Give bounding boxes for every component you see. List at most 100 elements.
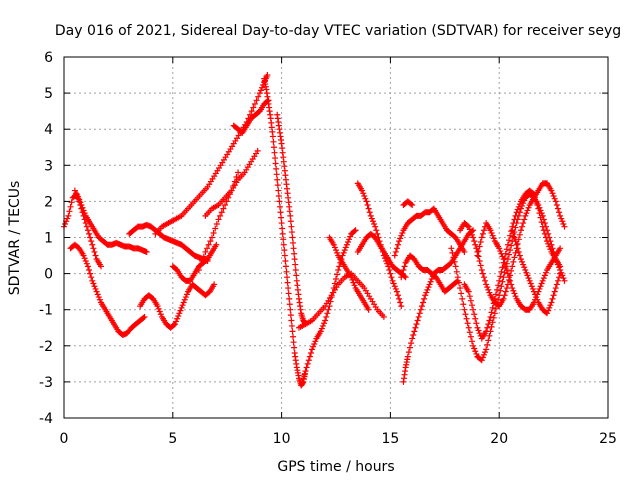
- x-tick-label: 10: [273, 431, 291, 447]
- data-point: [281, 252, 288, 259]
- data-point: [380, 252, 387, 259]
- y-tick-label: 1: [44, 231, 53, 247]
- x-tick-label: 20: [490, 431, 508, 447]
- data-point: [367, 212, 374, 219]
- data-point: [279, 225, 286, 232]
- data-point: [390, 280, 397, 287]
- data-point: [544, 238, 551, 245]
- data-point: [291, 344, 298, 351]
- data-point: [500, 256, 507, 263]
- data-point: [510, 220, 517, 227]
- data-point: [476, 330, 483, 337]
- data-point: [183, 291, 190, 298]
- data-point: [490, 314, 497, 321]
- data-point: [557, 212, 564, 219]
- data-point: [492, 305, 499, 312]
- data-point: [561, 277, 568, 284]
- data-point: [512, 212, 519, 219]
- data-point: [484, 324, 491, 331]
- data-point: [284, 279, 291, 286]
- data-point: [549, 295, 556, 302]
- data-point: [154, 303, 161, 310]
- data-point: [513, 241, 520, 248]
- data-point: [548, 187, 555, 194]
- data-point: [396, 238, 403, 245]
- data-point: [396, 295, 403, 302]
- data-point: [453, 268, 460, 275]
- data-point: [91, 283, 98, 290]
- data-point: [553, 202, 560, 209]
- data-point: [286, 295, 293, 302]
- data-point: [352, 227, 359, 234]
- data-point: [504, 270, 511, 277]
- data-point: [286, 301, 293, 308]
- data-point: [340, 249, 347, 256]
- data-point: [334, 249, 341, 256]
- data-point: [215, 216, 222, 223]
- data-point: [346, 236, 353, 243]
- data-point: [474, 324, 481, 331]
- data-point: [74, 192, 81, 199]
- data-point: [325, 306, 332, 313]
- data-point: [547, 302, 554, 309]
- data-point: [254, 147, 261, 154]
- data-point: [342, 244, 349, 251]
- data-point: [520, 261, 527, 268]
- data-point: [466, 293, 473, 300]
- data-point: [479, 230, 486, 237]
- data-point: [499, 253, 506, 260]
- data-point: [511, 216, 518, 223]
- data-point: [488, 229, 495, 236]
- data-point: [362, 195, 369, 202]
- data-point: [305, 357, 312, 364]
- data-point: [281, 247, 288, 254]
- data-point: [484, 284, 491, 291]
- data-point: [454, 274, 461, 281]
- data-point: [542, 234, 549, 241]
- data-point: [359, 187, 366, 194]
- data-point: [532, 291, 539, 298]
- data-point: [310, 343, 317, 350]
- data-point: [498, 283, 505, 290]
- data-point: [470, 234, 477, 241]
- data-point: [478, 266, 485, 273]
- data-point: [489, 304, 496, 311]
- data-point: [226, 191, 233, 198]
- data-point: [470, 306, 477, 313]
- data-point: [280, 236, 287, 243]
- data-point: [483, 328, 490, 335]
- data-point: [287, 218, 294, 225]
- data-point: [525, 204, 532, 211]
- data-point: [464, 222, 471, 229]
- data-point: [524, 207, 531, 214]
- data-point: [205, 241, 212, 248]
- data-point: [539, 277, 546, 284]
- data-point: [511, 234, 518, 241]
- data-point: [479, 354, 486, 361]
- data-point: [497, 287, 504, 294]
- data-point: [141, 313, 148, 320]
- data-point: [425, 284, 432, 291]
- data-point: [393, 288, 400, 295]
- data-point: [213, 220, 220, 227]
- data-point: [508, 242, 515, 249]
- data-point: [366, 209, 373, 216]
- data-point: [399, 229, 406, 236]
- data-point: [289, 328, 296, 335]
- data-point: [272, 160, 279, 167]
- data-point: [460, 301, 467, 308]
- data-point: [556, 209, 563, 216]
- data-point: [257, 87, 264, 94]
- data-point: [523, 269, 530, 276]
- data-point: [255, 93, 262, 100]
- data-point: [519, 223, 526, 230]
- data-point: [275, 192, 282, 199]
- data-point: [222, 202, 229, 209]
- data-point: [478, 234, 485, 241]
- data-point: [376, 238, 383, 245]
- data-point: [285, 285, 292, 292]
- data-point: [475, 327, 482, 334]
- data-point: [528, 283, 535, 290]
- data-point: [512, 238, 519, 245]
- data-point: [463, 315, 470, 322]
